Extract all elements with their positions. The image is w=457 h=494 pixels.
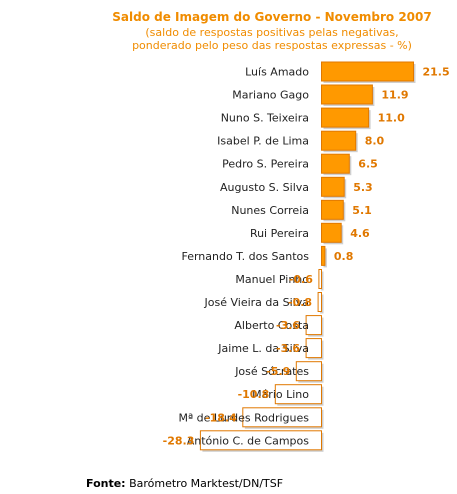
category-label: Nuno S. Teixeira [221, 112, 309, 125]
category-label: António C. de Campos [187, 434, 310, 447]
source-note: Fonte: Barómetro Marktest/DN/TSF [86, 477, 283, 490]
category-label: Nunes Correia [231, 204, 309, 217]
bar [321, 199, 344, 220]
source-text: Barómetro Marktest/DN/TSF [129, 477, 283, 490]
category-label: José Sócrates [234, 365, 309, 378]
value-label: 6.5 [358, 158, 378, 171]
category-label: Jaime L. da Silva [217, 342, 309, 355]
value-label: 21.5 [423, 66, 450, 79]
bar [318, 269, 322, 289]
bar [321, 130, 357, 151]
value-label: 0.8 [334, 250, 354, 263]
bar [321, 84, 373, 105]
value-label: 4.6 [350, 227, 370, 240]
value-label: -18.4 [205, 411, 237, 424]
category-label: Augusto S. Silva [220, 181, 309, 194]
bar [321, 222, 342, 243]
bar [305, 315, 323, 336]
bar [295, 361, 322, 382]
value-label: -3.6 [276, 319, 300, 332]
chart-subtitle-line-1: (saldo de respostas positivas pelas nega… [145, 26, 398, 39]
category-label: Manuel Pinho [235, 273, 309, 286]
bar [321, 107, 370, 128]
value-label: 11.9 [381, 89, 408, 102]
value-label: -0.8 [288, 296, 312, 309]
bar [317, 292, 323, 312]
category-label: Mª de Lurdes Rodrigues [178, 411, 309, 424]
value-label: 5.3 [353, 181, 373, 194]
value-label: 11.0 [378, 112, 405, 125]
category-label: Fernando T. dos Santos [181, 250, 309, 263]
bars-group: Luís Amado 21.5 Mariano Gago 11.9 Nuno S. Te… [163, 61, 450, 452]
bar [305, 338, 323, 359]
category-label: Mário Lino [252, 388, 309, 401]
value-label: -10.8 [238, 388, 270, 401]
value-label: -3.6 [276, 342, 300, 355]
bar-shadow [320, 271, 324, 291]
category-label: Pedro S. Pereira [222, 158, 309, 171]
bar [321, 176, 345, 197]
value-label: 8.0 [365, 135, 385, 148]
bar [321, 245, 326, 266]
category-label: Mariano Gago [232, 89, 309, 102]
value-label: -0.6 [289, 273, 313, 286]
value-label: 5.1 [352, 204, 372, 217]
category-label: José Vieira da Silva [204, 296, 309, 309]
value-label: -28.3 [163, 434, 195, 447]
category-label: Isabel P. de Lima [217, 135, 309, 148]
bar [321, 61, 414, 82]
category-label: Luís Amado [245, 66, 309, 79]
value-label: -5.9 [266, 365, 290, 378]
bar [321, 153, 350, 174]
bar [274, 384, 322, 405]
source-label: Fonte: [86, 477, 126, 490]
chart-title: Saldo de Imagem do Governo - Novembro 20… [112, 10, 431, 24]
bar [199, 430, 322, 451]
chart-subtitle-line-2: ponderado pelo peso das respostas expres… [132, 39, 412, 52]
category-label: Rui Pereira [250, 227, 309, 240]
category-label: Alberto Costa [234, 319, 309, 332]
bar [242, 407, 322, 428]
